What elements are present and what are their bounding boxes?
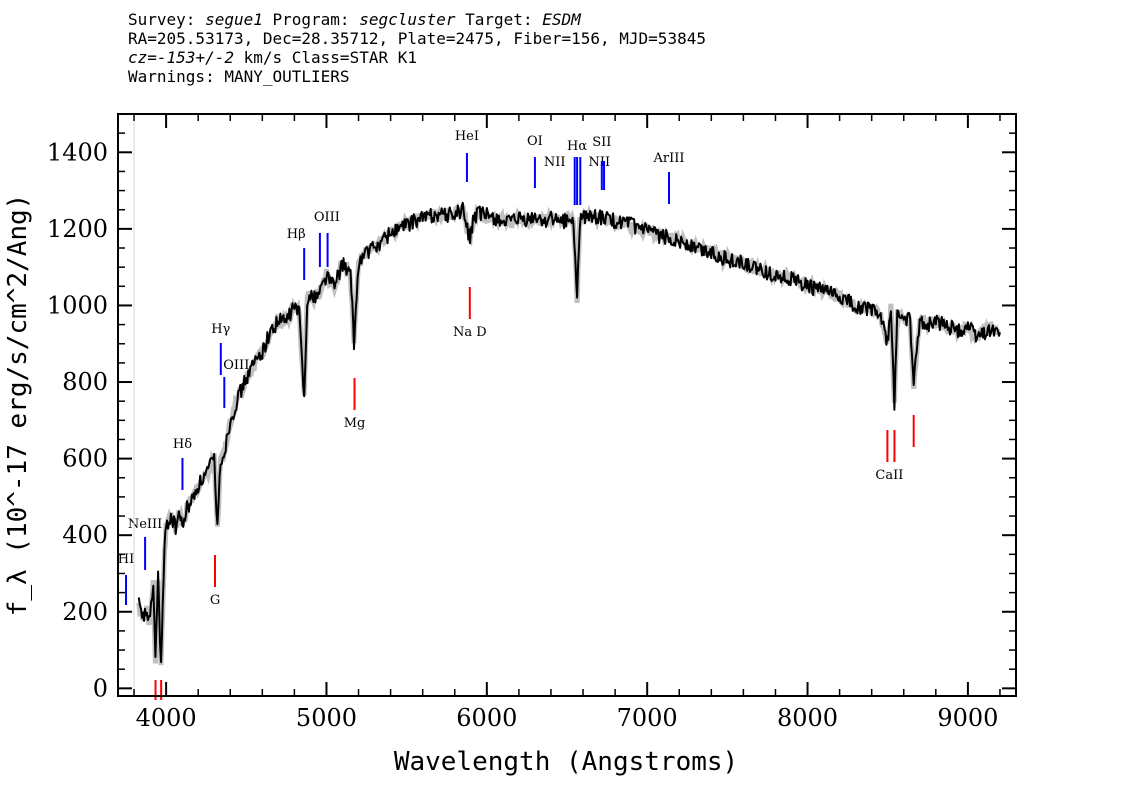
absorption-line-label: Mg — [344, 416, 366, 431]
x-tick-label: 5000 — [296, 704, 357, 732]
header-line1-segment: segcluster — [359, 10, 456, 29]
emission-line-label: NII — [544, 155, 566, 170]
header-line2-segment: RA=205.53173, Dec=28.35712, Plate=2475, … — [128, 29, 706, 48]
x-tick-label: 6000 — [456, 704, 517, 732]
emission-line-label: ArIII — [652, 151, 684, 166]
header-line1-segment: Survey: — [128, 10, 206, 29]
emission-line-label: Hγ — [211, 322, 230, 337]
emission-line-label: Hα — [567, 139, 587, 154]
y-tick-label: 1000 — [47, 291, 108, 319]
y-tick-label: 400 — [62, 521, 108, 549]
error-band-layer — [136, 202, 1001, 666]
emission-line-label: NeIII — [128, 517, 162, 532]
error-band — [136, 202, 1001, 666]
emission-line-label: Hβ — [287, 227, 306, 242]
header-line3-segment: cz= — [128, 48, 157, 67]
header-line1-segment: Target: — [455, 10, 543, 29]
y-tick-label: 1400 — [47, 138, 108, 166]
y-tick-label: 200 — [62, 598, 108, 626]
emission-line-label: OIII — [314, 210, 340, 225]
header-line1-segment: ESDM — [542, 10, 581, 29]
header-line3-segment: km/s Class=STAR K1 — [233, 48, 417, 67]
absorption-line-label: G — [210, 593, 220, 608]
x-tick-label: 4000 — [136, 704, 197, 732]
header-line-warnings: Warnings: MANY_OUTLIERS — [128, 67, 706, 86]
y-tick-label: 0 — [93, 674, 108, 702]
y-tick-label: 800 — [62, 368, 108, 396]
header-line-survey: Survey: segue1 Program: segcluster Targe… — [128, 10, 706, 29]
header-line-coordinates: RA=205.53173, Dec=28.35712, Plate=2475, … — [128, 29, 706, 48]
x-tick-label: 8000 — [777, 704, 838, 732]
x-tick-label: 9000 — [937, 704, 998, 732]
spectrum-layer — [137, 201, 1001, 664]
emission-line-label: SII — [592, 135, 611, 150]
y-tick-label: 1200 — [47, 215, 108, 243]
header-line4-segment: Warnings: MANY_OUTLIERS — [128, 67, 350, 86]
header-line3-segment: -153+/-2 — [156, 48, 234, 67]
absorption-line-label: Na D — [453, 325, 487, 340]
y-axis-title: f_λ (10^-17 erg/s/cm^2/Ang) — [3, 194, 33, 617]
spectrum-header: Survey: segue1 Program: segcluster Targe… — [128, 10, 706, 86]
plot-frame — [117, 113, 1017, 697]
emission-line-label: OI — [527, 134, 543, 149]
x-tick-label: 7000 — [617, 704, 678, 732]
header-line-redshift: cz=-153+/-2 km/s Class=STAR K1 — [128, 48, 706, 67]
spectrum-line — [137, 201, 1001, 664]
absorption-line-label: CaII — [875, 468, 903, 483]
emission-line-label: HeI — [455, 129, 479, 144]
emission-line-label: NII — [588, 155, 610, 170]
axes-layer: 4000 5000 6000 7000 8000 9000 0 200 400 600 800 100… — [47, 113, 1017, 732]
header-line1-segment: Program: — [262, 10, 360, 29]
x-axis-title: Wavelength (Angstroms) — [394, 747, 738, 777]
emission-line-label: Hδ — [173, 437, 192, 452]
y-tick-label: 600 — [62, 445, 108, 473]
emission-line-label: HI — [118, 552, 134, 567]
emission-line-label: OIII — [223, 358, 249, 373]
header-line1-segment: segue1 — [205, 10, 263, 29]
